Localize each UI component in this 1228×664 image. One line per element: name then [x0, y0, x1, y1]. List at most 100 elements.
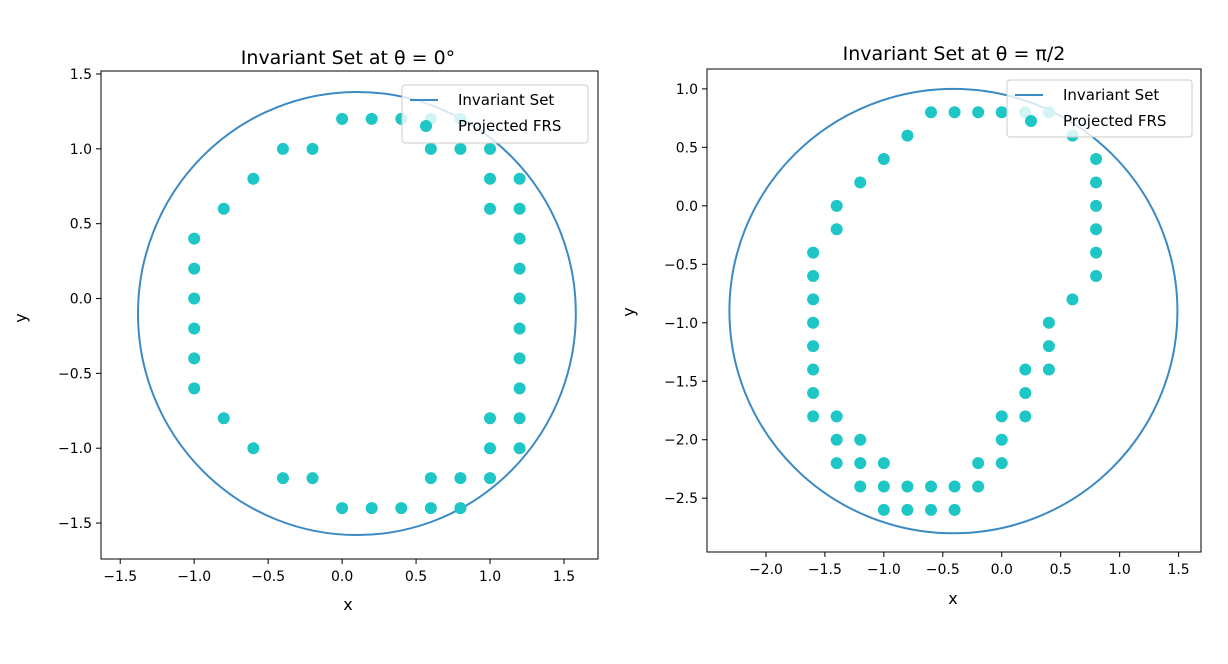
right-frs-point-30 — [1019, 386, 1032, 399]
right-frs-point-11 — [1090, 176, 1103, 189]
right-frs-point-33 — [995, 410, 1008, 423]
left-frs-point-38 — [484, 472, 497, 485]
right-y-tick-label-1: 0.5 — [676, 140, 698, 156]
right-y-tick-label-4: −1.0 — [664, 316, 698, 332]
left-frs-point-1 — [365, 112, 378, 125]
right-legend: Invariant Set Projected FRS — [1006, 79, 1193, 138]
right-frs-point-22 — [807, 316, 820, 329]
left-y-tick-label-5: 1.0 — [70, 142, 92, 158]
left-y-tick-label-4: 0.5 — [70, 217, 92, 233]
right-legend-box — [1006, 79, 1193, 138]
left-frs-point-25 — [513, 352, 526, 365]
right-frs-point-52 — [948, 503, 961, 516]
right-x-tick-label-2: −1.0 — [867, 562, 901, 578]
right-frs-point-12 — [830, 199, 843, 212]
left-x-tick-label-0: −1.5 — [103, 569, 137, 585]
left-frs-point-16 — [188, 232, 201, 245]
right-frs-point-45 — [901, 480, 914, 493]
right-frs-point-50 — [901, 503, 914, 516]
left-y-tick-label-2: −0.5 — [58, 366, 92, 382]
right-frs-point-26 — [807, 363, 820, 376]
left-frs-point-20 — [188, 292, 201, 305]
right-frs-point-2 — [972, 106, 985, 119]
right-legend-label-projected-frs: Projected FRS — [1063, 112, 1166, 130]
left-x-tick-label-2: −0.5 — [251, 569, 285, 585]
left-frs-point-41 — [395, 502, 408, 515]
right-invariant-set-circle — [728, 87, 1179, 535]
left-frs-point-18 — [188, 262, 201, 275]
right-x-tick-label-0: −2.0 — [749, 562, 783, 578]
left-frs-point-23 — [513, 322, 526, 335]
left-frs-point-32 — [484, 442, 497, 455]
right-axes-frame — [706, 68, 1202, 553]
left-subplot: Invariant Set at θ = 0° x y −1.5 −1.0 −0.5… — [11, 47, 599, 614]
right-frs-point-16 — [807, 246, 820, 259]
right-x-tick-label-5: 0.5 — [1050, 562, 1072, 578]
left-frs-point-5 — [276, 142, 289, 155]
right-frs-point-0 — [925, 106, 938, 119]
right-frs-point-37 — [995, 433, 1008, 446]
left-frs-point-7 — [424, 142, 437, 155]
right-frs-point-43 — [854, 480, 867, 493]
left-frs-point-43 — [454, 502, 467, 515]
right-frs-point-42 — [995, 457, 1008, 470]
right-x-tick-label-3: −0.5 — [926, 562, 960, 578]
left-y-tick-label-0: −1.5 — [58, 516, 92, 532]
left-x-tick-label-1: −1.0 — [177, 569, 211, 585]
right-frs-point-38 — [830, 457, 843, 470]
left-frs-point-31 — [247, 442, 260, 455]
left-frs-point-15 — [513, 202, 526, 215]
right-frs-point-51 — [925, 503, 938, 516]
left-frs-point-39 — [336, 502, 349, 515]
right-legend-marker-swatch — [1025, 115, 1037, 127]
right-frs-point-3 — [995, 106, 1008, 119]
right-frs-point-1 — [948, 106, 961, 119]
right-frs-point-31 — [807, 410, 820, 423]
right-frs-point-24 — [807, 340, 820, 353]
right-y-tick-label-0: 1.0 — [676, 82, 698, 98]
left-frs-point-21 — [513, 292, 526, 305]
right-frs-point-20 — [807, 293, 820, 306]
left-frs-point-19 — [513, 262, 526, 275]
right-frs-point-17 — [1090, 246, 1103, 259]
left-frs-point-13 — [217, 202, 230, 215]
left-frs-point-35 — [306, 472, 319, 485]
left-frs-point-11 — [484, 172, 497, 185]
right-subplot: Invariant Set at θ = π/2 x y −2.0 −1.5 −1.… — [619, 43, 1202, 608]
right-frs-point-32 — [830, 410, 843, 423]
left-legend-box — [401, 84, 589, 144]
right-y-axis-label: y — [619, 307, 638, 316]
right-frs-point-27 — [1019, 363, 1032, 376]
right-frs-point-25 — [1042, 340, 1055, 353]
left-frs-point-26 — [188, 382, 201, 395]
left-frs-point-17 — [513, 232, 526, 245]
left-axes-frame — [100, 70, 599, 560]
right-frs-point-6 — [901, 129, 914, 142]
right-x-tick-label-7: 1.5 — [1167, 562, 1189, 578]
right-frs-point-48 — [972, 480, 985, 493]
left-invariant-set-circle — [136, 90, 577, 537]
left-frs-point-12 — [513, 172, 526, 185]
right-frs-point-14 — [830, 223, 843, 236]
right-frs-point-9 — [1090, 153, 1103, 166]
right-frs-point-15 — [1090, 223, 1103, 236]
left-y-tick-label-3: 0.0 — [70, 292, 92, 308]
right-frs-point-41 — [972, 457, 985, 470]
left-frs-point-37 — [454, 472, 467, 485]
right-frs-point-40 — [877, 457, 890, 470]
left-frs-point-22 — [188, 322, 201, 335]
right-x-tick-label-4: 0.0 — [991, 562, 1013, 578]
right-frs-point-19 — [1090, 270, 1103, 282]
left-frs-point-27 — [513, 382, 526, 395]
right-frs-point-44 — [877, 480, 890, 493]
left-frs-point-24 — [188, 352, 201, 365]
left-frs-point-14 — [484, 202, 497, 215]
left-x-tick-label-3: 0.0 — [331, 569, 353, 585]
left-legend-label-invariant-set: Invariant Set — [458, 91, 554, 109]
left-y-tick-label-1: −1.0 — [58, 441, 92, 457]
left-frs-point-6 — [306, 142, 319, 155]
left-frs-point-9 — [484, 142, 497, 155]
right-x-axis-label: x — [948, 589, 957, 608]
left-frs-point-10 — [247, 172, 260, 185]
